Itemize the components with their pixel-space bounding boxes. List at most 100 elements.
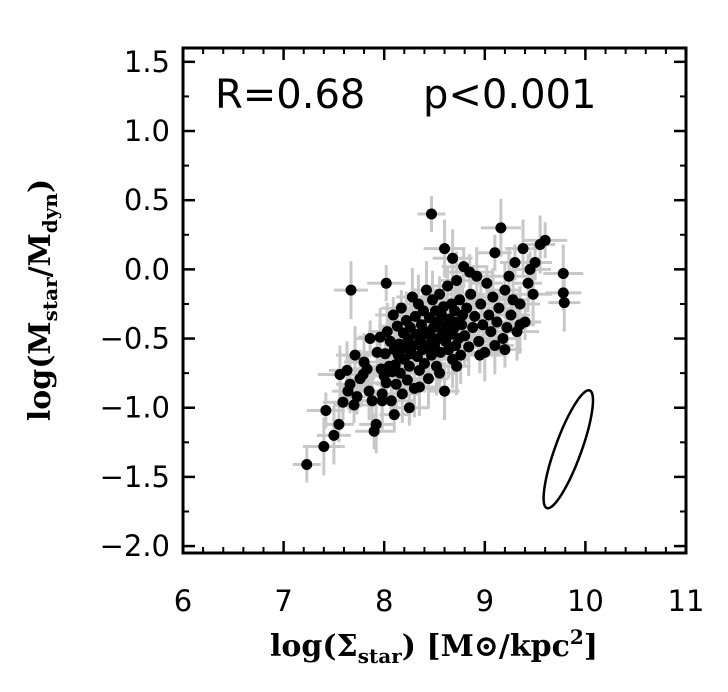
data-point [425, 349, 437, 361]
data-point [475, 298, 487, 310]
correlation-annotation: R=0.68 p<0.001 [215, 72, 596, 118]
data-point [370, 418, 382, 430]
x-tick-label: 8 [375, 584, 393, 618]
data-point [501, 321, 513, 333]
data-point [483, 309, 495, 321]
data-point [385, 395, 397, 407]
data-point [380, 277, 392, 289]
data-point [333, 418, 345, 430]
data-point [461, 302, 473, 314]
data-point [401, 374, 413, 386]
data-point [409, 310, 421, 322]
data-point [301, 458, 313, 470]
data-point [459, 330, 471, 342]
data-point [434, 288, 446, 300]
data-point [485, 326, 497, 338]
data-point [349, 349, 361, 361]
data-point [451, 360, 463, 372]
data-point [413, 381, 425, 393]
data-point [467, 321, 479, 333]
data-point [493, 302, 505, 314]
data-point [341, 364, 353, 376]
data-point [395, 302, 407, 314]
data-point [509, 256, 521, 268]
data-point [489, 247, 501, 259]
data-point [514, 319, 526, 331]
y-axis-title: log(Mstar/Mdyn) [23, 179, 62, 421]
x-tick-label: 10 [567, 584, 604, 618]
data-point [366, 395, 378, 407]
data-point [522, 277, 534, 289]
data-point [364, 333, 376, 345]
data-point [505, 309, 517, 321]
y-tick-label: −0.5 [100, 322, 170, 356]
data-point [499, 284, 511, 296]
data-point [376, 395, 388, 407]
data-point [318, 440, 330, 452]
data-point [503, 270, 515, 282]
data-point [473, 335, 485, 347]
data-point [384, 335, 396, 347]
data-point [517, 243, 529, 255]
data-point [497, 333, 509, 345]
data-point [388, 409, 400, 421]
data-point [527, 288, 539, 300]
data-point [491, 316, 503, 328]
data-point [447, 252, 459, 264]
data-point [361, 363, 373, 375]
data-point [557, 268, 569, 280]
data-point [514, 298, 526, 310]
data-point [387, 309, 399, 321]
y-tick-label: 0.5 [124, 183, 170, 217]
data-point [456, 319, 468, 331]
data-point [463, 341, 475, 353]
data-point [344, 378, 356, 390]
data-point [539, 234, 551, 246]
data-point [381, 326, 393, 338]
data-point [389, 359, 401, 371]
data-point [420, 284, 432, 296]
data-point [499, 344, 511, 356]
data-point [455, 349, 467, 361]
x-tick-label: 6 [174, 584, 192, 618]
data-point [403, 402, 415, 414]
data-point [557, 287, 569, 299]
data-point [390, 378, 402, 390]
data-point [529, 256, 541, 268]
data-points [301, 208, 570, 470]
data-point [379, 348, 391, 360]
data-point [439, 243, 451, 255]
data-point [451, 274, 463, 286]
data-point [481, 277, 493, 289]
data-point [320, 404, 332, 416]
data-point [422, 373, 434, 385]
y-tick-label: 0.0 [124, 252, 170, 286]
data-point [396, 388, 408, 400]
x-tick-label: 9 [476, 584, 494, 618]
data-point [469, 310, 481, 322]
data-point [418, 357, 430, 369]
r-value-text: R=0.68 [215, 72, 365, 118]
data-point [474, 349, 486, 361]
y-tick-label: 1.0 [124, 114, 170, 148]
data-point [403, 360, 415, 372]
data-point [345, 284, 357, 296]
x-tick-label: 11 [668, 584, 705, 618]
data-point [439, 385, 451, 397]
data-point [337, 396, 349, 408]
data-point [454, 294, 466, 306]
y-tick-label: −1.5 [100, 460, 170, 494]
data-point [487, 291, 499, 303]
plot-frame [181, 46, 688, 555]
data-point [394, 367, 406, 379]
y-tick-label: −2.0 [100, 529, 170, 563]
data-point [495, 222, 507, 234]
error-ellipse [542, 388, 595, 510]
data-point [464, 266, 476, 278]
data-point [348, 399, 360, 411]
x-tick-label: 7 [274, 584, 292, 618]
data-point [489, 339, 501, 351]
data-point [477, 319, 489, 331]
p-value-text: p<0.001 [423, 72, 596, 118]
